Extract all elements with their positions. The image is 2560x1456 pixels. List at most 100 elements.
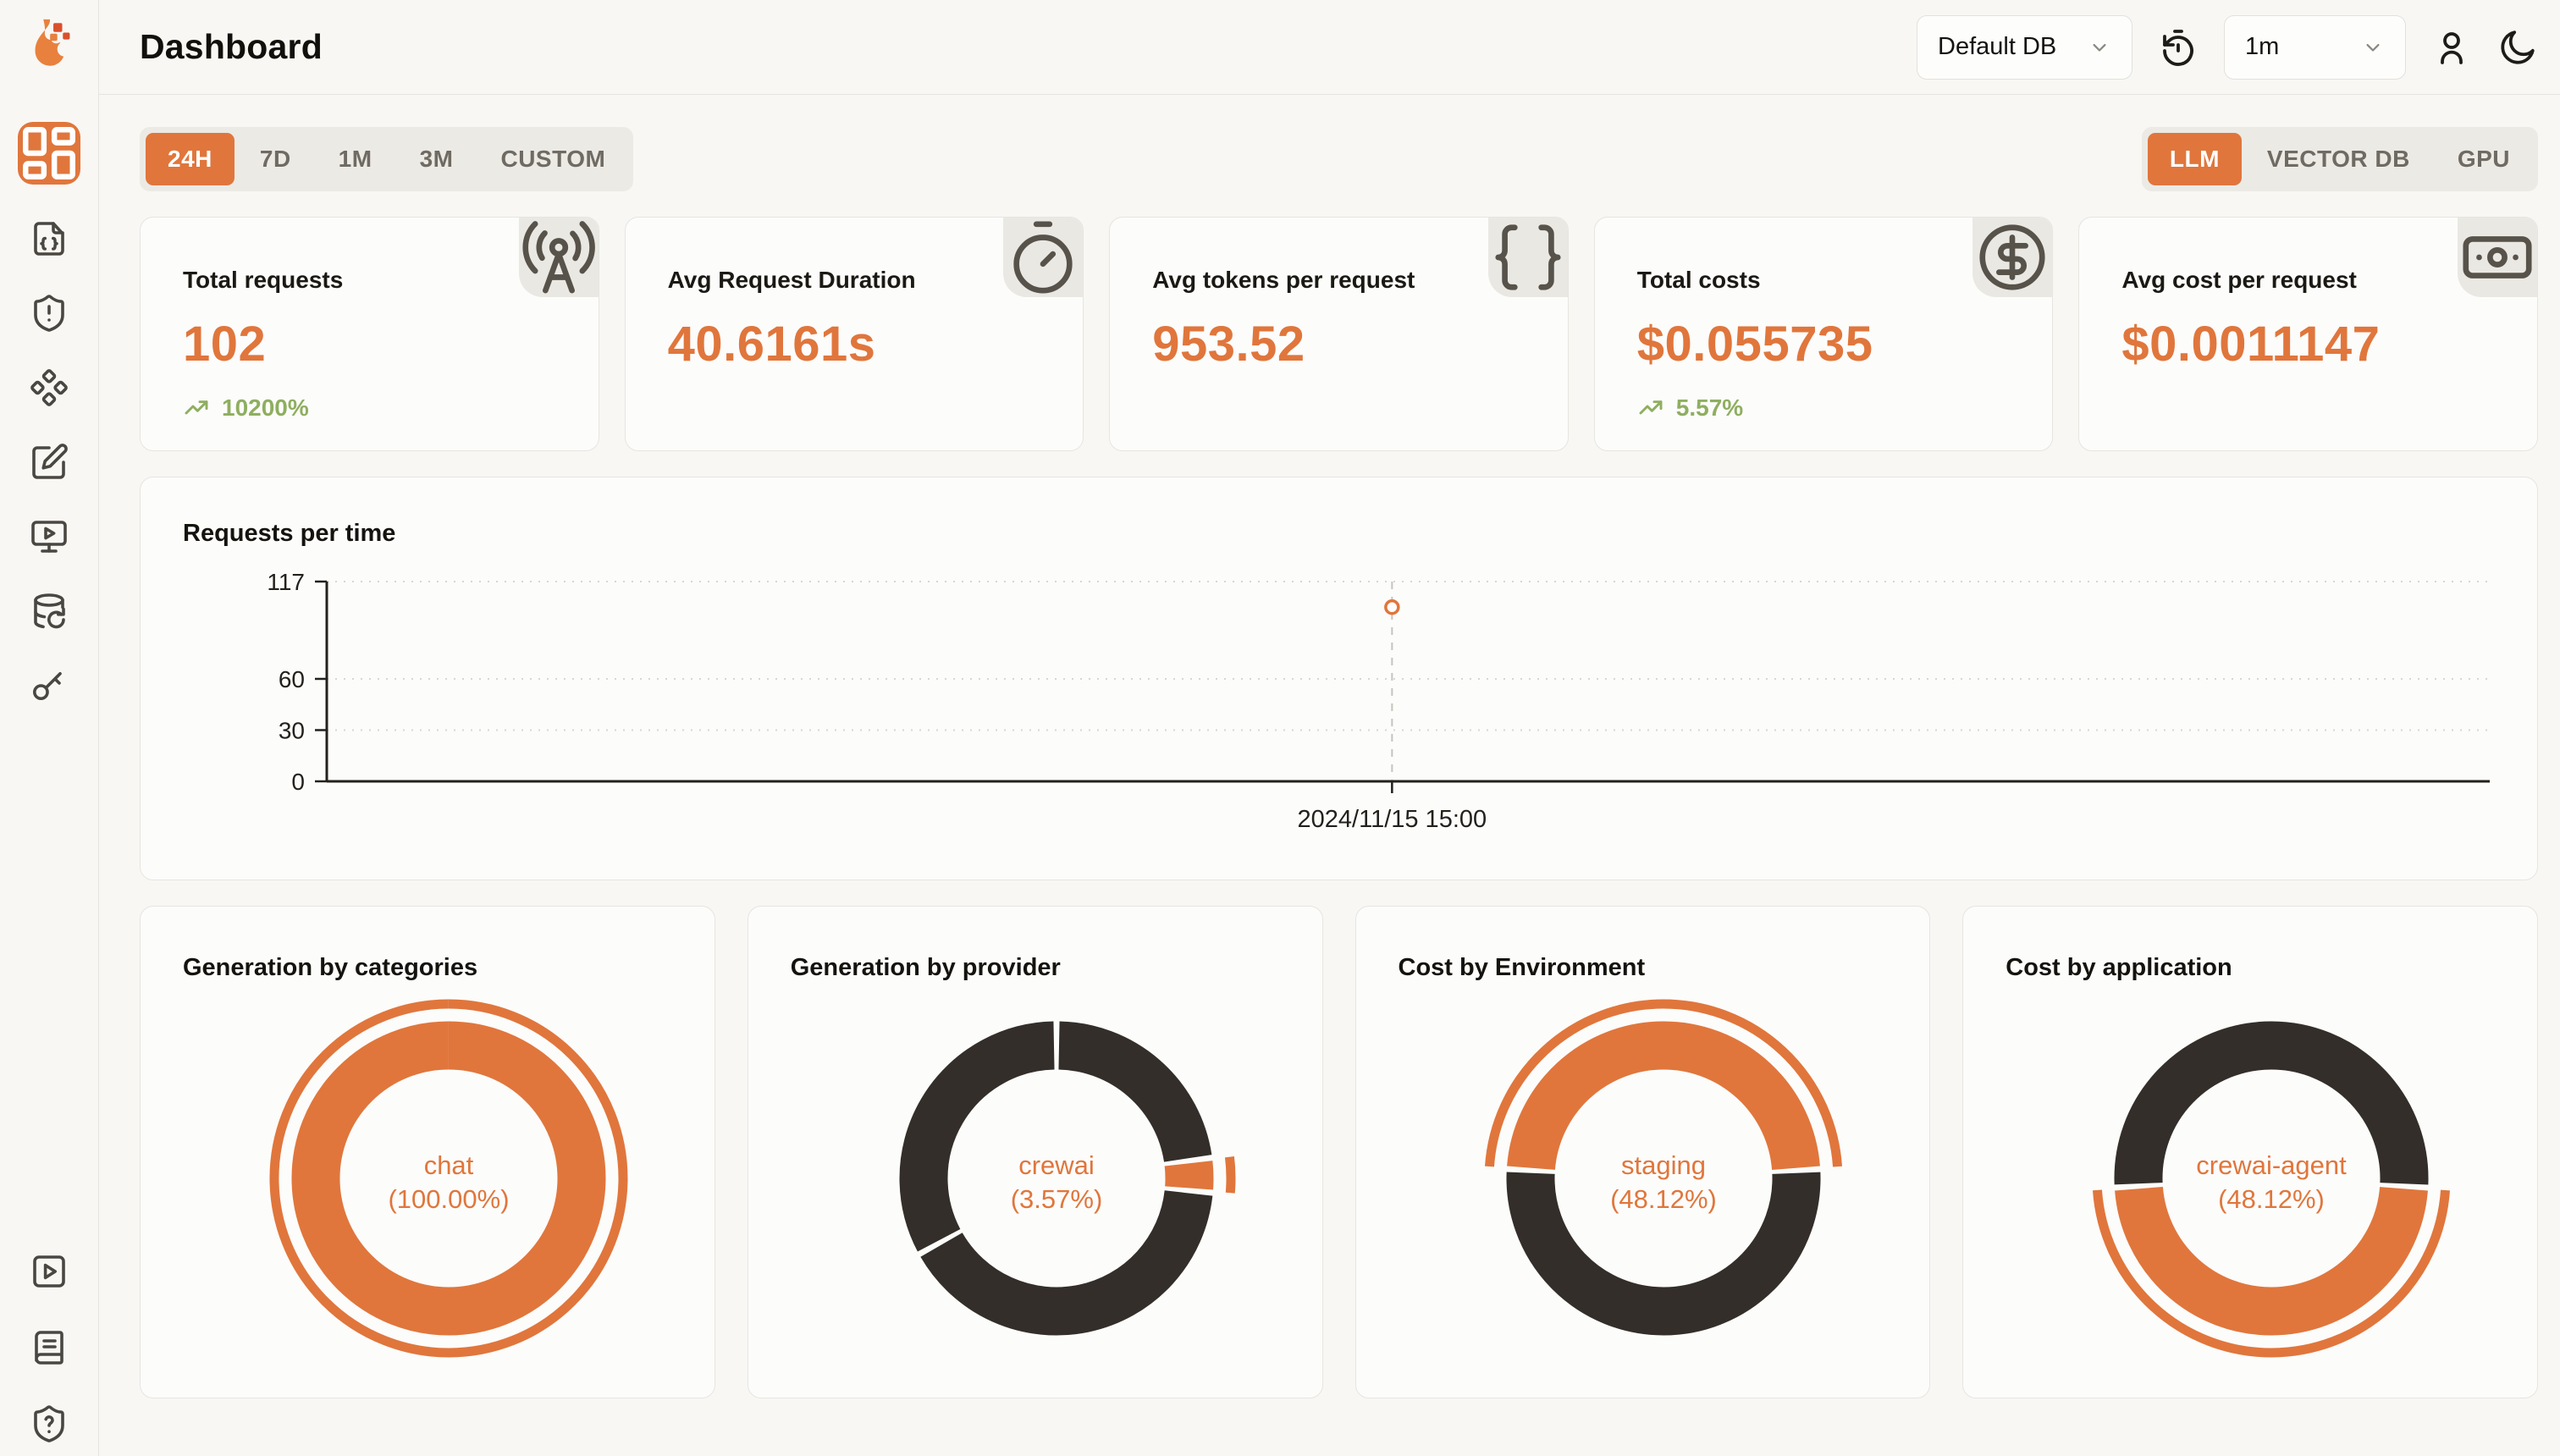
x-axis-label: 2024/11/15 15:00 bbox=[1298, 806, 1487, 833]
donut-title: Cost by application bbox=[2006, 954, 2232, 981]
donut-title: Generation by provider bbox=[790, 954, 1061, 981]
cost-by-environment-card: Cost by Environment staging (48.12%) bbox=[1354, 906, 1931, 1398]
generation-by-categories-donut[interactable]: chat (100.00%) bbox=[262, 992, 635, 1365]
tab-vector-db[interactable]: VECTOR DB bbox=[2266, 146, 2410, 172]
stat-card-icon-badge bbox=[2457, 218, 2537, 297]
stat-card-label: Avg Request Duration bbox=[667, 267, 916, 293]
database-restore-icon bbox=[34, 593, 65, 629]
stat-card-icon-badge bbox=[1003, 218, 1084, 297]
donut-slice-crewai-agent[interactable] bbox=[2115, 1186, 2429, 1336]
sidebar-item-file-code[interactable] bbox=[29, 218, 69, 259]
database-select-value: Default DB bbox=[1938, 33, 2057, 60]
tab-custom[interactable]: CUSTOM bbox=[500, 146, 606, 172]
cost-by-application-card: Cost by application crewai-agent (48.12%) bbox=[1962, 906, 2538, 1398]
sidebar-item-shield-question[interactable] bbox=[29, 1404, 69, 1444]
shield-alert-icon bbox=[34, 295, 64, 332]
tab-3m[interactable]: 3M bbox=[419, 146, 454, 172]
trending-up-icon bbox=[185, 400, 208, 415]
svg-text:60: 60 bbox=[279, 666, 305, 692]
book-icon bbox=[35, 1331, 63, 1365]
cost-by-environment-donut[interactable]: staging (48.12%) bbox=[1477, 992, 1850, 1365]
donut-center-pct: (3.57%) bbox=[1010, 1184, 1102, 1214]
chevron-down-icon bbox=[2088, 36, 2111, 59]
trending-up-icon bbox=[183, 394, 210, 422]
svg-text:0: 0 bbox=[291, 769, 305, 795]
donut-title: Cost by Environment bbox=[1398, 954, 1646, 981]
svg-text:30: 30 bbox=[279, 717, 305, 743]
main-content: 24H 7D 1M 3M CUSTOM LLM VECTOR DB GPU Total re… bbox=[99, 95, 2560, 1456]
chevron-down-icon bbox=[2361, 36, 2385, 59]
tab-llm[interactable]: LLM bbox=[2147, 133, 2242, 185]
tab-gpu[interactable]: GPU bbox=[2457, 146, 2510, 172]
tab-7d[interactable]: 7D bbox=[259, 146, 291, 172]
donut-slice[interactable] bbox=[920, 1189, 1212, 1336]
svg-text:117: 117 bbox=[267, 569, 305, 595]
trending-up-icon bbox=[1639, 400, 1663, 415]
sidebar-item-square-pen[interactable] bbox=[29, 442, 69, 483]
header-actions: Default DB 1m bbox=[1917, 14, 2538, 80]
file-code-icon bbox=[34, 222, 64, 256]
donut-slice-staging[interactable] bbox=[1507, 1021, 1821, 1171]
donut-highlight-arc bbox=[1224, 1156, 1236, 1194]
cost-by-application-donut[interactable]: crewai-agent (48.12%) bbox=[2085, 992, 2458, 1365]
tab-24h[interactable]: 24H bbox=[146, 133, 234, 185]
trending-up-icon bbox=[1637, 394, 1664, 422]
data-point bbox=[1384, 599, 1400, 615]
refresh-interval-button[interactable] bbox=[2158, 27, 2199, 68]
stat-card-icon-badge bbox=[518, 218, 599, 297]
stat-card-avg-cost-per-request: Avg cost per request $0.0011147 bbox=[2078, 217, 2538, 451]
stat-card-label: Avg cost per request bbox=[2121, 267, 2357, 293]
stat-card-icon-badge bbox=[1487, 218, 1568, 297]
donut-title: Generation by categories bbox=[183, 954, 478, 981]
chevron-down-icon bbox=[2366, 43, 2380, 52]
donut-slice-chat[interactable] bbox=[291, 1021, 606, 1336]
generation-by-provider-donut[interactable]: crewai (3.57%) bbox=[870, 992, 1243, 1365]
sidebar-item-layout-dashboard[interactable] bbox=[18, 122, 80, 185]
donut-center-label: staging bbox=[1621, 1150, 1706, 1180]
stat-card-trend: 10200% bbox=[183, 394, 309, 422]
sidebar-nav-top bbox=[18, 122, 80, 706]
user-icon bbox=[2431, 27, 2472, 70]
theme-toggle-button[interactable] bbox=[2497, 27, 2538, 68]
square-play-icon bbox=[33, 1255, 65, 1288]
sidebar-item-book[interactable] bbox=[29, 1327, 69, 1368]
diamonds-icon bbox=[30, 369, 68, 406]
sidebar-item-square-play[interactable] bbox=[29, 1251, 69, 1292]
timer-icon bbox=[1013, 221, 1073, 294]
stat-card-label: Avg tokens per request bbox=[1152, 267, 1415, 293]
sidebar-item-key[interactable] bbox=[29, 665, 69, 706]
stat-card-avg-tokens-per-request: Avg tokens per request 953.52 bbox=[1109, 217, 1569, 451]
sidebar-item-database-restore[interactable] bbox=[29, 591, 69, 631]
donut-center-label: crewai bbox=[1018, 1150, 1095, 1180]
stat-card-avg-request-duration: Avg Request Duration 40.6161s bbox=[624, 217, 1084, 451]
donut-chart: crewai (3.57%) bbox=[791, 992, 1322, 1365]
signal-tabs: LLM VECTOR DB GPU bbox=[2141, 127, 2538, 191]
generation-by-provider-card: Generation by provider crewai (3.57%) bbox=[747, 906, 1323, 1398]
stat-card-trend: 5.57% bbox=[1637, 394, 1743, 422]
user-button[interactable] bbox=[2431, 27, 2472, 68]
sidebar-item-shield-alert[interactable] bbox=[29, 293, 69, 334]
tabs-row: 24H 7D 1M 3M CUSTOM LLM VECTOR DB GPU bbox=[140, 127, 2538, 191]
time-range-tabs: 24H 7D 1M 3M CUSTOM bbox=[140, 127, 634, 191]
banknote-icon bbox=[2463, 236, 2532, 279]
donut-slice[interactable] bbox=[2114, 1021, 2429, 1185]
stat-card-value: 102 bbox=[183, 317, 267, 372]
stat-card-value: $0.0011147 bbox=[2121, 317, 2381, 372]
layout-dashboard-icon bbox=[23, 127, 75, 179]
database-select[interactable]: Default DB bbox=[1917, 14, 2132, 80]
interval-select[interactable]: 1m bbox=[2224, 14, 2406, 80]
moon-icon bbox=[2497, 27, 2538, 70]
donut-center-label: crewai-agent bbox=[2196, 1150, 2347, 1180]
requests-line-chart[interactable]: 0 30 60 117 2024/11/15 15:00 bbox=[183, 568, 2498, 852]
donut-slice[interactable] bbox=[1057, 1021, 1212, 1163]
donut-slice[interactable] bbox=[899, 1021, 1055, 1252]
radio-tower-icon bbox=[522, 221, 595, 294]
monitor-play-icon bbox=[31, 521, 67, 553]
donut-center-pct: (48.12%) bbox=[2218, 1184, 2325, 1214]
sidebar-item-diamonds[interactable] bbox=[29, 367, 69, 408]
tab-1m[interactable]: 1M bbox=[338, 146, 372, 172]
donut-slice[interactable] bbox=[1506, 1172, 1821, 1336]
sidebar-item-monitor-play[interactable] bbox=[29, 516, 69, 557]
donut-center-label: chat bbox=[424, 1150, 474, 1180]
